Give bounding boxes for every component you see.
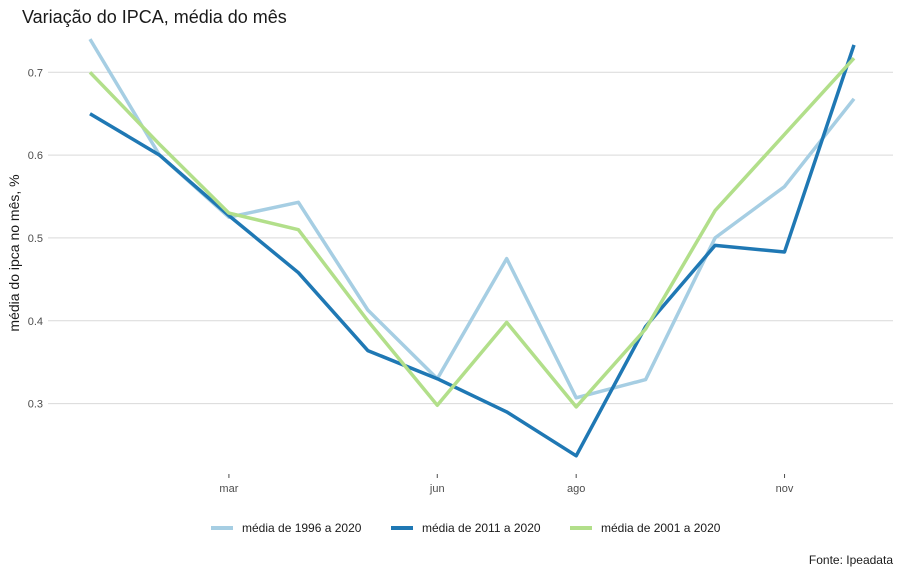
x-axis-ticks: mar jun ago nov (219, 474, 794, 495)
legend: média de 1996 a 2020 média de 2011 a 2020… (211, 521, 721, 535)
series-line-3 (88, 57, 856, 409)
series-lines (88, 38, 856, 458)
legend-label: média de 1996 a 2020 (242, 521, 362, 535)
y-tick-label: 0.3 (28, 399, 43, 411)
y-tick-label: 0.4 (28, 316, 43, 328)
source-caption: Fonte: Ipeadata (809, 553, 893, 567)
y-tick-label: 0.6 (28, 150, 43, 162)
legend-label: média de 2011 a 2020 (422, 521, 541, 535)
series-line-1 (88, 38, 856, 400)
chart-title: Variação do IPCA, média do mês (22, 7, 287, 27)
y-axis-title: média do ipca no mês, % (6, 174, 22, 331)
x-tick-label: jun (429, 483, 445, 495)
gridlines (48, 71, 893, 405)
x-tick-label: ago (567, 483, 585, 495)
y-tick-label: 0.5 (28, 233, 43, 245)
legend-label: média de 2001 a 2020 (601, 521, 721, 535)
y-axis-ticks: 0.3 0.4 0.5 0.6 0.7 (28, 67, 43, 410)
x-tick-label: nov (776, 483, 794, 495)
series-line-2 (89, 44, 856, 458)
x-tick-label: mar (219, 483, 238, 495)
y-tick-label: 0.7 (28, 67, 43, 79)
